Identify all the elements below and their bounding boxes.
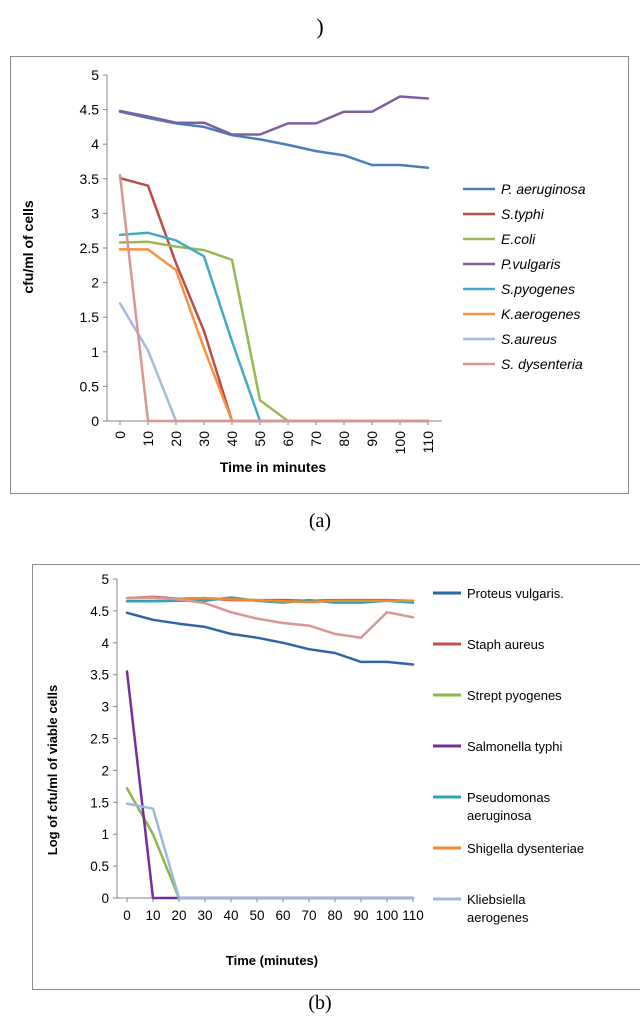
y-tick-label: 2 bbox=[91, 275, 99, 291]
x-tick-label: 100 bbox=[376, 908, 399, 923]
x-tick-label: 100 bbox=[392, 431, 408, 455]
x-axis-label: Time (minutes) bbox=[226, 953, 318, 968]
x-tick-label: 20 bbox=[171, 908, 186, 923]
x-tick-label: 110 bbox=[402, 908, 424, 923]
y-tick-label: 1 bbox=[101, 827, 109, 842]
y-tick-label: 5 bbox=[101, 572, 109, 587]
x-tick-label: 70 bbox=[308, 431, 324, 447]
y-tick-label: 0.5 bbox=[90, 859, 109, 874]
x-tick-label: 0 bbox=[112, 431, 128, 439]
y-tick-label: 3 bbox=[101, 700, 109, 715]
series-line-3 bbox=[125, 787, 415, 900]
chart-panel-a: 0 0.5 1 1.5 2 2.5 3 3.5 4 4.5 5 0 10 20 30 40 50 60 70 80 90… bbox=[10, 56, 629, 494]
caption-b: (b) bbox=[308, 992, 332, 1014]
chart-b: 00.511.522.533.544.550 10 20 30 40 50 60 70 80 90… bbox=[45, 572, 584, 968]
chart-a: 00.511.522.533.544.550 10 20 30 40 50 60 70 80 90… bbox=[20, 67, 586, 475]
series-line-2 bbox=[118, 176, 430, 423]
y-axis-label: Log of cfu/ml of viable cells bbox=[45, 685, 60, 855]
x-tick-label: 0 bbox=[123, 908, 131, 923]
y-tick-label: 1.5 bbox=[80, 309, 100, 325]
y-tick-label: 2.5 bbox=[80, 240, 100, 256]
x-tick-label: 40 bbox=[223, 908, 238, 923]
series-line-4 bbox=[118, 95, 430, 136]
series-line-1 bbox=[125, 611, 415, 666]
y-tick-label: 1 bbox=[91, 344, 99, 360]
chart-panel-b: 0 0.5 1 1.5 2 2.5 3 3.5 4 4.5 5 0 10 20 30 40 50 60 70 80 90… bbox=[32, 564, 640, 990]
x-tick-label: 30 bbox=[196, 431, 212, 447]
x-tick-label: 30 bbox=[197, 908, 212, 923]
x-tick-label: 40 bbox=[224, 431, 240, 447]
legend-label: Proteus vulgaris. bbox=[467, 586, 564, 601]
legend-label: S.aureus bbox=[501, 331, 557, 347]
y-tick-label: 3 bbox=[91, 205, 99, 221]
legend-label: Staph aureus bbox=[467, 637, 545, 652]
y-tick-label: 2.5 bbox=[90, 732, 109, 747]
x-tick-label: 70 bbox=[301, 908, 316, 923]
caption-a: (a) bbox=[308, 510, 332, 532]
x-tick-label: 90 bbox=[353, 908, 368, 923]
y-tick-label: 4 bbox=[101, 636, 109, 651]
figure-top-fragment: ) bbox=[316, 14, 324, 39]
legend-label: K.aerogenes bbox=[501, 306, 580, 322]
x-tick-label: 80 bbox=[336, 431, 352, 447]
x-tick-label: 50 bbox=[249, 908, 264, 923]
y-tick-label: 4 bbox=[91, 136, 99, 152]
legend-label: Shigella dysenteriae bbox=[467, 841, 584, 856]
x-tick-label: 60 bbox=[280, 431, 296, 447]
series-line-7 bbox=[125, 802, 415, 900]
y-tick-label: 0 bbox=[91, 413, 99, 429]
y-tick-label: 5 bbox=[91, 67, 99, 83]
legend-label: P. aeruginosa bbox=[501, 181, 586, 197]
x-tick-label: 20 bbox=[168, 431, 184, 447]
series-line-5 bbox=[118, 231, 430, 423]
series-line-8 bbox=[118, 174, 430, 423]
x-tick-label: 60 bbox=[275, 908, 290, 923]
y-tick-label: 1.5 bbox=[90, 795, 109, 810]
y-tick-label: 3.5 bbox=[80, 171, 100, 187]
series-line-8 bbox=[125, 596, 415, 639]
y-tick-label: 0 bbox=[101, 891, 109, 906]
legend-label: S. dysenteria bbox=[501, 356, 583, 372]
legend-label: P.vulgaris bbox=[501, 256, 561, 272]
x-tick-label: 110 bbox=[420, 431, 436, 454]
legend-label: Salmonella typhi bbox=[467, 739, 562, 754]
x-tick-label: 10 bbox=[145, 908, 160, 923]
y-tick-label: 4.5 bbox=[80, 102, 100, 118]
x-tick-label: 50 bbox=[252, 431, 268, 447]
y-tick-label: 3.5 bbox=[90, 668, 109, 683]
y-tick-label: 0.5 bbox=[80, 378, 100, 394]
y-tick-label: 2 bbox=[101, 763, 109, 778]
legend-label: Kliebsiella aerogenes bbox=[467, 892, 529, 925]
x-tick-label: 90 bbox=[364, 431, 380, 447]
y-axis-label: cfu/ml of cells bbox=[20, 200, 36, 294]
x-tick-label: 10 bbox=[140, 431, 156, 447]
legend-label: E.coli bbox=[501, 231, 536, 247]
legend-label: Pseudomonas aeruginosa bbox=[467, 790, 551, 823]
x-axis-label: Time in minutes bbox=[220, 459, 327, 475]
legend-label: S.typhi bbox=[501, 206, 545, 222]
series-line-7 bbox=[118, 302, 430, 423]
y-tick-label: 4.5 bbox=[90, 604, 109, 619]
x-tick-label: 80 bbox=[327, 908, 342, 923]
legend-label: Strept pyogenes bbox=[467, 688, 562, 703]
legend-label: S.pyogenes bbox=[501, 281, 575, 297]
